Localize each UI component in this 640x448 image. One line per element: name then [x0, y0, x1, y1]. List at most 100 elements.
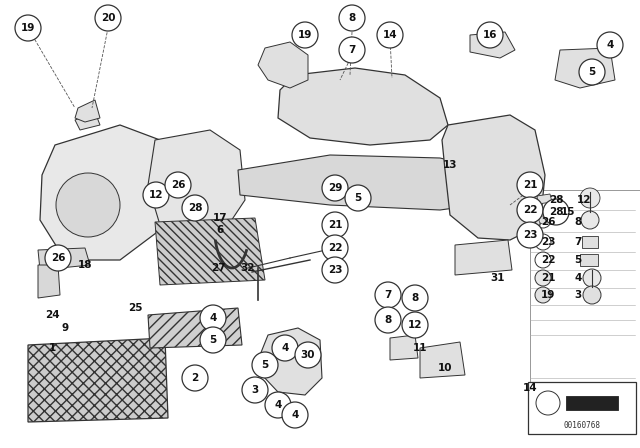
Text: 19: 19: [21, 23, 35, 33]
Polygon shape: [537, 194, 552, 204]
Text: 16: 16: [483, 30, 497, 40]
Text: 4: 4: [209, 313, 217, 323]
Text: 5: 5: [355, 193, 362, 203]
Text: 1: 1: [49, 343, 56, 353]
Circle shape: [292, 22, 318, 48]
Circle shape: [517, 172, 543, 198]
Text: 5: 5: [261, 360, 269, 370]
Polygon shape: [278, 68, 448, 145]
Text: 11: 11: [413, 343, 428, 353]
Polygon shape: [238, 155, 512, 210]
Circle shape: [282, 402, 308, 428]
Polygon shape: [155, 218, 265, 285]
Text: 22: 22: [541, 255, 556, 265]
Circle shape: [95, 5, 121, 31]
Circle shape: [579, 59, 605, 85]
Text: 10: 10: [438, 363, 452, 373]
Text: 14: 14: [383, 30, 397, 40]
Circle shape: [517, 197, 543, 223]
Circle shape: [182, 365, 208, 391]
Text: 14: 14: [523, 383, 538, 393]
Polygon shape: [38, 248, 90, 270]
Text: 4: 4: [282, 343, 289, 353]
Text: 3: 3: [252, 385, 259, 395]
FancyBboxPatch shape: [528, 382, 636, 434]
Text: 12: 12: [577, 195, 591, 205]
Circle shape: [242, 377, 268, 403]
Text: 24: 24: [45, 310, 60, 320]
Circle shape: [375, 282, 401, 308]
Circle shape: [377, 22, 403, 48]
Circle shape: [581, 211, 599, 229]
Text: 8: 8: [348, 13, 356, 23]
Text: 5: 5: [574, 255, 582, 265]
Text: 20: 20: [100, 13, 115, 23]
Text: 2: 2: [191, 373, 198, 383]
Circle shape: [477, 22, 503, 48]
Circle shape: [200, 327, 226, 353]
Circle shape: [580, 188, 600, 208]
Circle shape: [402, 312, 428, 338]
Text: 29: 29: [328, 183, 342, 193]
Circle shape: [536, 391, 560, 415]
Polygon shape: [75, 112, 100, 130]
Text: 28: 28: [188, 203, 202, 213]
FancyBboxPatch shape: [566, 396, 618, 410]
Circle shape: [165, 172, 191, 198]
Text: 9: 9: [61, 323, 68, 333]
Polygon shape: [455, 240, 512, 275]
Circle shape: [322, 175, 348, 201]
Polygon shape: [38, 265, 60, 298]
Text: 5: 5: [588, 67, 596, 77]
Circle shape: [583, 286, 601, 304]
Text: 26: 26: [541, 217, 556, 227]
Circle shape: [143, 182, 169, 208]
Text: 19: 19: [541, 290, 555, 300]
Polygon shape: [148, 308, 242, 348]
Text: 4: 4: [291, 410, 299, 420]
Polygon shape: [258, 42, 308, 88]
Text: 15: 15: [561, 207, 575, 217]
Polygon shape: [470, 32, 515, 58]
Text: 26: 26: [171, 180, 185, 190]
Text: 21: 21: [328, 220, 342, 230]
Circle shape: [265, 392, 291, 418]
Circle shape: [322, 257, 348, 283]
Circle shape: [339, 5, 365, 31]
FancyBboxPatch shape: [582, 236, 598, 248]
Text: 5: 5: [209, 335, 216, 345]
Circle shape: [339, 37, 365, 63]
Text: 17: 17: [212, 213, 227, 223]
Text: 6: 6: [216, 225, 223, 235]
Circle shape: [583, 269, 601, 287]
Text: 25: 25: [128, 303, 142, 313]
Circle shape: [322, 212, 348, 238]
Text: 7: 7: [384, 290, 392, 300]
Text: 23: 23: [328, 265, 342, 275]
Circle shape: [402, 285, 428, 311]
Text: 4: 4: [275, 400, 282, 410]
Text: 28: 28: [548, 195, 563, 205]
Text: 30: 30: [301, 350, 316, 360]
Text: 19: 19: [298, 30, 312, 40]
FancyBboxPatch shape: [580, 254, 598, 266]
Circle shape: [535, 270, 551, 286]
Text: 28: 28: [548, 207, 563, 217]
Text: 4: 4: [606, 40, 614, 50]
Polygon shape: [40, 125, 175, 260]
Circle shape: [539, 216, 547, 224]
Circle shape: [272, 335, 298, 361]
Polygon shape: [75, 100, 100, 122]
Text: 21: 21: [523, 180, 537, 190]
Text: 8: 8: [385, 315, 392, 325]
Text: 23: 23: [541, 237, 556, 247]
Polygon shape: [390, 335, 418, 360]
Circle shape: [543, 199, 569, 225]
Polygon shape: [148, 130, 245, 240]
Circle shape: [200, 305, 226, 331]
Polygon shape: [420, 342, 465, 378]
Circle shape: [45, 245, 71, 271]
Text: 8: 8: [574, 217, 582, 227]
Text: 4: 4: [574, 273, 582, 283]
Text: 21: 21: [541, 273, 556, 283]
